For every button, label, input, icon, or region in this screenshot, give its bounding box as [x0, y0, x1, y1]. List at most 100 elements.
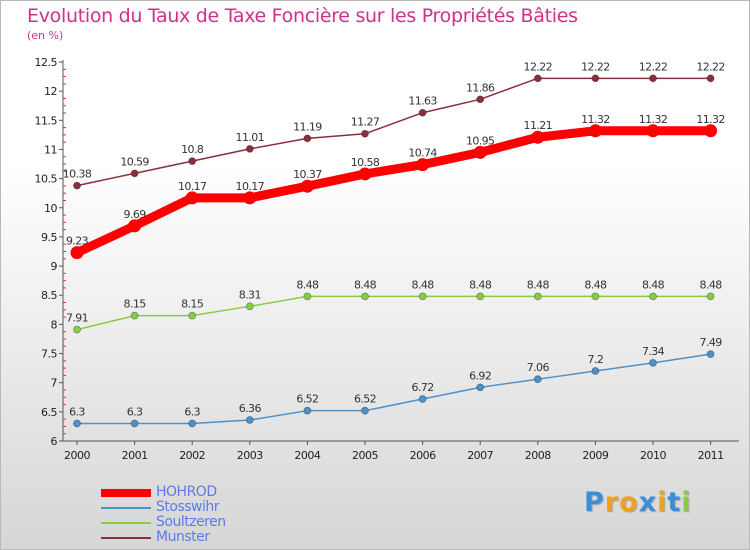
logo-letter: x	[638, 487, 658, 518]
data-point-soultzeren-2002	[188, 311, 197, 320]
data-label-soultzeren-2010: 8.48	[642, 278, 665, 291]
legend-label-soultzeren: Soultzeren	[156, 514, 226, 530]
data-label-hohrod-2006: 10.74	[408, 147, 437, 160]
data-point-munster-2004	[303, 134, 312, 143]
data-label-stosswihr-2008: 7.06	[527, 361, 550, 374]
logo-letter: o	[619, 487, 639, 518]
legend-item-hohrod: HOHROD	[101, 485, 226, 500]
data-point-hohrod-2005	[358, 167, 372, 181]
data-point-munster-2001	[130, 169, 139, 178]
data-label-soultzeren-2002: 8.15	[181, 298, 204, 311]
data-label-soultzeren-2011: 8.48	[700, 278, 723, 291]
x-tick-label-2003: 2003	[237, 449, 263, 462]
data-point-stosswihr-2011	[706, 350, 715, 359]
series-line-soultzeren	[76, 295, 712, 331]
data-label-munster-2010: 12.22	[639, 60, 668, 73]
data-label-stosswihr-2000: 6.3	[69, 406, 85, 419]
x-tick-label-2005: 2005	[352, 449, 378, 462]
x-tick-label-2007: 2007	[467, 449, 493, 462]
data-label-stosswihr-2010: 7.34	[642, 345, 665, 358]
data-label-stosswihr-2006: 6.72	[412, 381, 434, 394]
logo-letter: i	[681, 487, 692, 518]
data-point-munster-2010	[649, 74, 657, 83]
legend-swatch-munster	[101, 536, 151, 539]
data-label-soultzeren-2008: 8.48	[527, 278, 550, 291]
data-label-munster-2007: 11.86	[466, 81, 495, 94]
data-label-hohrod-2000: 9.23	[66, 235, 89, 248]
y-tick-label-6: 6	[51, 435, 58, 448]
data-point-hohrod-2000	[70, 246, 84, 260]
data-label-munster-2009: 12.22	[581, 60, 610, 73]
series-line-stosswihr	[76, 353, 712, 425]
data-label-hohrod-2003: 10.17	[236, 180, 265, 193]
data-point-stosswihr-2004	[303, 406, 312, 415]
x-tick-label-2011: 2011	[698, 449, 724, 462]
data-label-munster-2002: 10.8	[181, 143, 204, 156]
data-point-soultzeren-2004	[303, 292, 312, 301]
chart-title: Evolution du Taux de Taxe Foncière sur l…	[27, 5, 578, 27]
legend-label-stosswihr: Stosswihr	[156, 499, 220, 515]
data-point-hohrod-2008	[531, 130, 545, 144]
legend-item-soultzeren: Soultzeren	[101, 515, 226, 530]
data-point-hohrod-2001	[128, 219, 142, 233]
x-tick-label-2000: 2000	[64, 449, 90, 462]
data-label-soultzeren-2009: 8.48	[584, 278, 607, 291]
x-tick-label-2010: 2010	[640, 449, 666, 462]
y-tick-label-10-5: 10.5	[35, 173, 58, 186]
y-tick-label-12-5: 12.5	[35, 56, 58, 69]
data-point-munster-2003	[245, 144, 254, 153]
data-label-stosswihr-2007: 6.92	[469, 369, 491, 382]
data-point-stosswihr-2005	[361, 406, 369, 415]
legend-swatch-hohrod	[101, 488, 151, 497]
data-label-munster-2006: 11.63	[408, 95, 437, 108]
legend-item-munster: Munster	[101, 530, 226, 545]
data-point-hohrod-2011	[704, 124, 718, 138]
data-label-hohrod-2002: 10.17	[178, 180, 207, 193]
data-point-soultzeren-2008	[533, 292, 542, 301]
data-label-soultzeren-2003: 8.31	[239, 288, 261, 301]
data-label-soultzeren-2005: 8.48	[354, 278, 377, 291]
data-label-hohrod-2007: 10.95	[466, 134, 495, 147]
data-point-stosswihr-2008	[533, 375, 542, 384]
data-label-stosswihr-2002: 6.3	[184, 406, 200, 419]
series-line-hohrod	[72, 126, 716, 258]
data-label-stosswihr-2005: 6.52	[354, 393, 376, 406]
data-point-soultzeren-2006	[418, 292, 427, 301]
data-point-soultzeren-2000	[73, 325, 81, 334]
logo-letter: P	[584, 487, 605, 518]
data-point-soultzeren-2009	[591, 292, 600, 301]
data-point-munster-2006	[418, 108, 427, 117]
data-label-stosswihr-2003: 6.36	[239, 402, 262, 415]
y-tick-label-8: 8	[51, 318, 58, 331]
data-label-munster-2003: 11.01	[236, 131, 265, 144]
data-label-soultzeren-2000: 7.91	[66, 312, 88, 325]
data-label-soultzeren-2006: 8.48	[412, 278, 435, 291]
proxiti-logo: Proxiti	[584, 487, 692, 518]
data-point-hohrod-2010	[646, 124, 660, 138]
data-point-soultzeren-2010	[649, 292, 657, 301]
data-label-hohrod-2005: 10.58	[351, 156, 380, 169]
y-tick-label-7-5: 7.5	[41, 348, 57, 361]
data-point-soultzeren-2005	[361, 292, 369, 301]
data-point-hohrod-2004	[300, 179, 314, 193]
logo-letter: t	[667, 487, 682, 518]
logo-letter: i	[657, 487, 668, 518]
data-point-munster-2011	[706, 74, 715, 83]
series-line-munster	[76, 77, 712, 187]
data-label-soultzeren-2007: 8.48	[469, 278, 492, 291]
data-label-munster-2004: 11.19	[293, 120, 322, 133]
data-label-munster-2005: 11.27	[351, 116, 380, 129]
data-label-hohrod-2004: 10.37	[293, 168, 322, 181]
legend-swatch-soultzeren	[101, 521, 151, 524]
y-tick-label-9-5: 9.5	[41, 231, 57, 244]
logo-letter: r	[604, 487, 620, 518]
legend-label-hohrod: HOHROD	[156, 484, 217, 500]
data-point-hohrod-2002	[185, 191, 199, 205]
y-tick-label-11-5: 11.5	[35, 114, 58, 127]
x-tick-label-2006: 2006	[410, 449, 436, 462]
legend-label-munster: Munster	[156, 529, 210, 545]
data-point-munster-2002	[188, 157, 197, 166]
data-label-munster-2011: 12.22	[696, 60, 725, 73]
data-label-munster-2001: 10.59	[120, 155, 149, 168]
